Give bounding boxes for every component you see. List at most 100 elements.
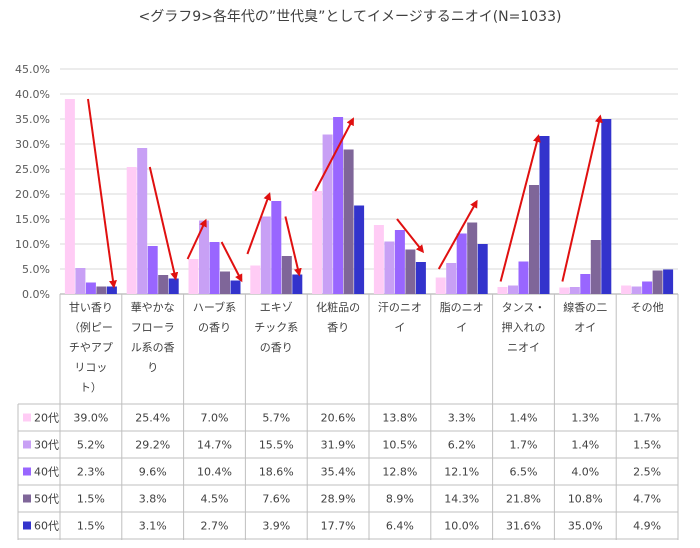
bar-40代-1 [147,246,158,294]
bar-20代-0 [64,99,75,294]
legend-label: 60代 [34,520,59,533]
bar-40代-0 [85,282,96,294]
data-label: 9.6% [139,466,167,479]
data-label: 14.7% [197,439,232,452]
data-label: 20.6% [321,412,356,425]
bar-50代-6 [467,222,478,294]
data-label: 1.5% [77,493,105,506]
trend-arrow [148,166,179,281]
bar-20代-6 [435,277,446,294]
bar-40代-8 [580,274,591,294]
trend-arrow [499,134,541,282]
trend-arrow [437,199,478,270]
bar-40代-7 [518,261,529,294]
category-label: 脂のニオ [440,300,484,314]
data-label: 2.3% [77,466,105,479]
category-label: ハーブ系 [193,300,236,314]
bar-40代-5 [394,230,405,294]
legend-swatch-60代 [23,521,31,530]
bar-60代-7 [539,136,550,294]
bar-40代-6 [456,233,467,294]
bar-20代-3 [250,265,261,294]
data-label: 15.5% [259,439,294,452]
trend-arrow [87,98,117,289]
data-label: 1.4% [510,412,538,425]
bar-20代-5 [373,225,384,294]
data-label: 1.3% [571,412,599,425]
bar-30代-6 [446,263,457,294]
data-label: 12.8% [382,466,417,479]
data-label: 6.2% [448,439,476,452]
category-label: タンス・ [502,301,546,314]
bar-30代-0 [75,268,86,294]
data-label: 3.3% [448,412,476,425]
chart-title: <グラフ9>各年代の”世代臭”としてイメージするニオイ(N=1033) [138,9,562,25]
y-tick-label: 25.0% [15,163,50,176]
legend-swatch-40代 [23,467,31,476]
data-label: 1.7% [510,439,538,452]
bar-30代-3 [260,216,271,294]
data-label: 18.6% [259,466,294,479]
y-tick-label: 30.0% [15,138,50,151]
data-label: 3.1% [139,520,167,533]
category-label: イ [394,321,405,334]
bar-50代-7 [529,185,539,294]
y-tick-label: 15.0% [15,213,50,226]
data-label: 6.4% [386,520,414,533]
y-tick-label: 10.0% [15,238,50,251]
data-label: 1.5% [77,520,105,533]
trend-arrow [220,241,243,283]
bar-30代-8 [569,287,580,294]
bar-20代-1 [126,167,137,294]
bar-50代-0 [96,286,107,294]
bar-50代-1 [158,275,169,294]
trend-arrow [396,218,425,254]
category-label: その他 [631,301,664,314]
data-label: 31.6% [506,520,541,533]
legend-label: 20代 [34,412,59,425]
legend-swatch-50代 [23,494,31,503]
data-label: 31.9% [321,439,356,452]
bar-60代-9 [663,269,674,294]
data-label: 7.6% [262,493,290,506]
category-label: チやアプ [69,341,113,354]
data-label: 7.0% [201,412,229,425]
data-label: 2.5% [633,466,661,479]
bar-20代-9 [621,285,632,294]
category-label: の香り [260,341,293,354]
bar-60代-0 [106,286,117,294]
trend-arrow [561,114,603,282]
data-label: 3.8% [139,493,167,506]
data-label: 12.1% [444,466,479,479]
bar-50代-9 [652,270,663,294]
data-label: 10.4% [197,466,232,479]
bar-40代-2 [209,242,220,294]
bar-60代-2 [230,280,241,294]
data-label: 35.0% [568,520,603,533]
data-label: 25.4% [135,412,170,425]
bar-60代-5 [415,262,426,294]
data-label: 28.9% [321,493,356,506]
data-label: 6.5% [510,466,538,479]
bar-60代-1 [168,278,179,294]
bar-20代-8 [559,287,570,294]
legend-label: 30代 [34,439,59,452]
data-label: 10.5% [382,439,417,452]
trend-arrow [284,216,302,277]
data-label: 3.9% [262,520,290,533]
data-label: 2.7% [201,520,229,533]
category-label: イ [456,321,467,334]
trend-arrow [314,117,354,192]
y-tick-label: 5.0% [22,263,50,276]
data-label: 4.0% [571,466,599,479]
y-tick-label: 20.0% [15,188,50,201]
bar-60代-3 [292,274,303,294]
data-label: 1.4% [571,439,599,452]
legend-label: 40代 [34,466,59,479]
bar-30代-2 [199,220,209,294]
data-label: 5.2% [77,439,105,452]
bar-50代-4 [343,149,354,294]
category-label: エキゾ [260,301,293,314]
bar-60代-4 [354,205,365,294]
